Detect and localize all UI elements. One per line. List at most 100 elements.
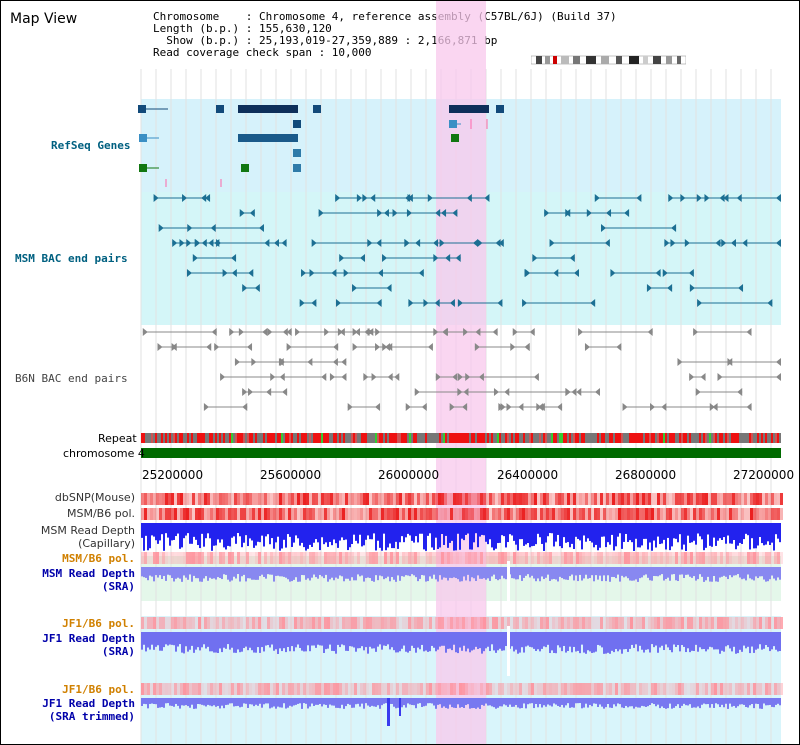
msm-depth-cap-bar <box>291 523 293 547</box>
msm-depth-sra-bar <box>285 567 287 578</box>
jf1-depth-trim-spike <box>399 698 401 716</box>
jf1-depth-sra-bar <box>379 632 381 645</box>
msm-pol-cell <box>528 508 531 520</box>
repeat-segment <box>495 433 497 443</box>
jf1-pol2-cell <box>375 683 378 695</box>
jf1-pol2-cell <box>381 683 384 695</box>
dbsnp-cell <box>630 493 633 505</box>
b6n-bac-pair-end <box>498 403 504 411</box>
msm-pol2-cell <box>210 552 213 564</box>
msm-depth-sra-bar <box>581 567 583 581</box>
jf1-pol2-cell <box>717 683 720 695</box>
dbsnp-cell <box>648 493 651 505</box>
msm-depth-sra-bar <box>711 567 713 582</box>
jf1-pol2-cell <box>657 683 660 695</box>
jf1-depth-sra-bar <box>527 632 529 646</box>
jf1-depth-trim-bar <box>227 698 229 705</box>
jf1-depth-trim-bar <box>619 698 621 705</box>
jf1-pol-cell <box>342 617 345 629</box>
dbsnp-cell <box>663 493 666 505</box>
dbsnp-cell <box>258 493 261 505</box>
repeat-segment <box>439 433 441 443</box>
jf1-pol-cell <box>258 617 261 629</box>
jf1-pol-cell <box>549 617 552 629</box>
msm-depth-sra-bar <box>235 567 237 579</box>
jf1-depth-sra-bar <box>547 632 549 645</box>
msm-depth-cap-bar <box>703 523 705 551</box>
repeat-segment <box>291 433 293 443</box>
msm-bac-pair-end <box>281 239 287 247</box>
repeat-segment <box>167 433 169 443</box>
jf1-depth-trim-bar <box>767 698 769 706</box>
dbsnp-cell <box>189 493 192 505</box>
msm-depth-cap-bar <box>267 523 269 535</box>
msm-pol-cell <box>312 508 315 520</box>
jf1-depth-trim-bar <box>629 698 631 707</box>
jf1-depth-sra-bar <box>403 632 405 646</box>
repeat-segment <box>299 433 301 443</box>
highlight-region <box>436 1 486 744</box>
dbsnp-cell <box>732 493 735 505</box>
msm-depth-sra-bar <box>575 567 577 576</box>
jf1-depth-trim-bar <box>293 698 295 706</box>
msm-pol2-cell <box>606 552 609 564</box>
jf1-pol2-cell <box>738 683 741 695</box>
dbsnp-cell <box>756 493 759 505</box>
jf1-depth-trim-bar <box>663 698 665 708</box>
chromosome-ideogram[interactable] <box>531 54 686 66</box>
msm-depth-sra-bar <box>473 567 475 579</box>
repeat-segment <box>753 433 755 443</box>
repeat-segment <box>371 433 373 443</box>
jf1-depth-sra-bar <box>743 632 745 646</box>
repeat-segment <box>515 433 517 443</box>
msm-depth-cap-bar <box>445 523 447 536</box>
jf1-depth-trim-bar <box>197 698 199 704</box>
jf1-depth-trim-bar <box>305 698 307 704</box>
msm-depth-sra-bar <box>511 567 513 579</box>
repeat-segment <box>671 433 673 443</box>
jf1-depth-sra-bar <box>667 632 669 648</box>
dbsnp-cell <box>468 493 471 505</box>
jf1-pol-cell <box>588 617 591 629</box>
repeat-segment <box>685 433 687 443</box>
msm-depth-sra-bar <box>543 567 545 580</box>
jf1-depth-trim-bar <box>525 698 527 709</box>
repeat-segment <box>719 433 721 443</box>
jf1-pol-cell <box>240 617 243 629</box>
msm-pol-cell <box>630 508 633 520</box>
b6n-bac-pair-end <box>321 373 327 381</box>
jf1-pol2-cell <box>144 683 147 695</box>
msm-pol2-cell <box>576 552 579 564</box>
repeat-segment <box>637 433 639 443</box>
jf1-depth-trim-bar <box>217 698 219 706</box>
jf1-pol-cell <box>630 617 633 629</box>
jf1-pol2-cell <box>663 683 666 695</box>
jf1-depth-sra-bar <box>285 632 287 653</box>
jf1-depth-sra-bar <box>673 632 675 645</box>
jf1-pol-cell <box>528 617 531 629</box>
jf1-depth-sra-bar <box>433 632 435 648</box>
jf1-pol2-cell <box>456 683 459 695</box>
jf1-depth-trim-bar <box>249 698 251 705</box>
repeat-segment <box>309 433 311 443</box>
jf1-pol2-cell <box>747 683 750 695</box>
msm-pol-cell <box>150 508 153 520</box>
jf1-depth-trim-bar <box>645 698 647 707</box>
msm-bac-pair-end <box>248 269 254 277</box>
jf1-depth-trim-bar <box>479 698 481 709</box>
jf1-depth-sra-bar <box>773 632 775 647</box>
dbsnp-cell <box>597 493 600 505</box>
jf1-depth-trim-bar <box>309 698 311 707</box>
refseq-exon <box>241 164 249 172</box>
msm-depth-sra-bar <box>199 567 201 582</box>
jf1-depth-sra-bar <box>489 632 491 652</box>
msm-bac-pair-end <box>408 299 414 307</box>
msm-depth-cap-bar <box>541 523 543 544</box>
b6n-bac-label: B6N BAC end pairs <box>15 372 128 385</box>
msm-pol-cell <box>453 508 456 520</box>
dbsnp-cell <box>279 493 282 505</box>
msm-pol-cell <box>171 508 174 520</box>
page-title: Map View <box>10 11 78 27</box>
msm-pol2-cell <box>462 552 465 564</box>
